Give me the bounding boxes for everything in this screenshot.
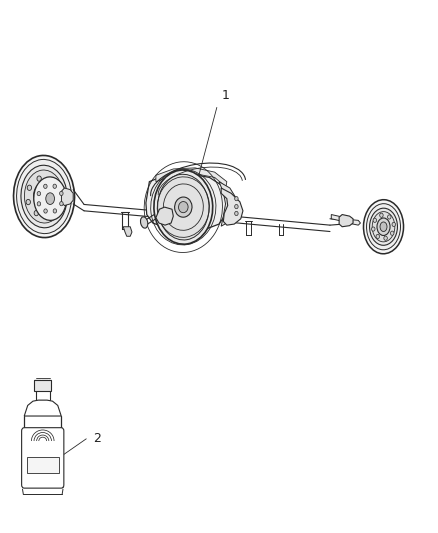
Ellipse shape [380,213,383,217]
Ellipse shape [44,209,47,213]
Polygon shape [123,227,132,236]
Ellipse shape [175,197,192,217]
Ellipse shape [58,188,62,193]
Ellipse shape [370,208,397,245]
Ellipse shape [384,236,387,240]
FancyBboxPatch shape [21,427,64,488]
Polygon shape [61,188,73,206]
Ellipse shape [57,203,61,208]
Ellipse shape [141,217,148,228]
Text: 1: 1 [221,89,229,102]
Polygon shape [146,174,228,230]
Ellipse shape [27,185,32,190]
Ellipse shape [235,205,238,209]
Ellipse shape [37,201,41,206]
Ellipse shape [373,218,377,222]
Ellipse shape [25,170,64,223]
Ellipse shape [34,177,67,220]
Polygon shape [339,215,353,227]
Ellipse shape [21,165,67,228]
Ellipse shape [14,156,74,238]
Ellipse shape [17,159,71,233]
Polygon shape [156,207,173,225]
Ellipse shape [235,212,238,216]
Ellipse shape [44,184,47,189]
Ellipse shape [179,201,188,213]
Polygon shape [219,182,237,226]
Ellipse shape [53,209,57,213]
Ellipse shape [380,222,387,231]
Ellipse shape [41,192,47,201]
Ellipse shape [372,212,395,242]
Ellipse shape [391,231,394,236]
Ellipse shape [364,200,403,254]
Ellipse shape [388,215,391,219]
Polygon shape [156,168,227,187]
Ellipse shape [47,212,51,217]
Bar [35,380,51,391]
Polygon shape [331,215,360,225]
Ellipse shape [34,211,39,216]
Ellipse shape [60,201,63,206]
Ellipse shape [367,204,400,250]
Ellipse shape [392,222,396,227]
Ellipse shape [37,191,41,196]
Ellipse shape [377,218,390,236]
Ellipse shape [37,176,41,181]
Ellipse shape [154,170,213,244]
Ellipse shape [53,184,57,188]
Bar [27,457,59,473]
Ellipse shape [34,182,54,211]
Ellipse shape [158,174,209,240]
Ellipse shape [235,197,238,201]
Ellipse shape [371,227,375,231]
Polygon shape [221,188,243,225]
Polygon shape [24,400,61,416]
Ellipse shape [26,199,30,205]
Ellipse shape [60,191,63,196]
Ellipse shape [376,235,379,239]
Ellipse shape [38,188,50,205]
Ellipse shape [49,177,54,183]
Ellipse shape [46,193,54,205]
Text: 2: 2 [93,432,101,446]
